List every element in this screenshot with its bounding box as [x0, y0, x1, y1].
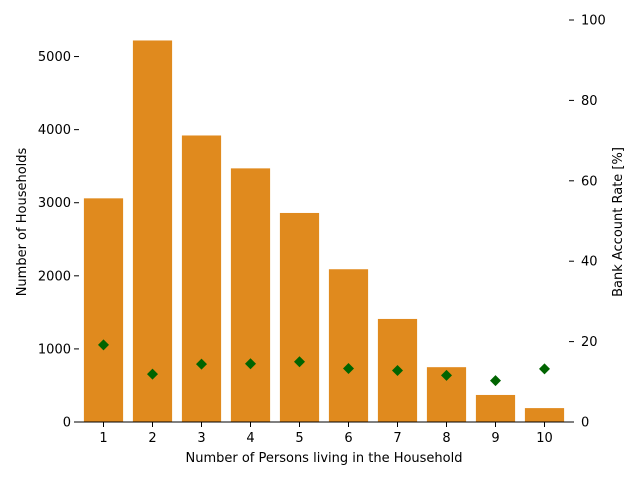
rate-point-3 [196, 358, 207, 370]
rate-point-8 [441, 369, 452, 381]
x-tick-label: 1 [99, 431, 107, 446]
bar-2 [132, 40, 173, 422]
y-axis-label: Number of Households [15, 147, 30, 296]
y2-tick-label: 100 [581, 14, 606, 29]
axes: 1 2 3 4 5 6 7 8 9 1001000200030004000500002040608… [38, 14, 606, 447]
y-tick-label: 3000 [38, 196, 71, 211]
bar-9 [475, 394, 516, 422]
y2-tick-label: 20 [581, 335, 598, 350]
y-tick-label: 1000 [38, 342, 71, 357]
x-tick-label: 3 [197, 431, 205, 446]
y2-tick-label: 60 [581, 174, 598, 189]
bar-5 [279, 212, 320, 422]
y-tick-label: 5000 [38, 50, 71, 65]
x-axis-label: Number of Persons living in the Househol… [185, 451, 462, 466]
y2-tick-label: 40 [581, 255, 598, 270]
rate-point-4 [245, 358, 256, 370]
y-tick-label: 4000 [38, 123, 71, 138]
household-bars [83, 40, 565, 423]
axis-labels: Number of Persons living in the Househol… [15, 147, 626, 466]
y-tick-label: 2000 [38, 269, 71, 284]
rate-point-6 [343, 363, 354, 375]
x-tick-label: 7 [393, 431, 401, 446]
bar-3 [181, 135, 222, 423]
y2-tick-label: 0 [581, 416, 589, 431]
rate-point-5 [294, 356, 305, 368]
bar-1 [83, 198, 124, 422]
x-tick-label: 2 [148, 431, 156, 446]
x-tick-label: 8 [442, 431, 450, 446]
x-tick-label: 9 [491, 431, 499, 446]
x-tick-label: 10 [536, 431, 553, 446]
rate-point-7 [392, 365, 403, 377]
x-tick-label: 5 [295, 431, 303, 446]
bank-rate-points [98, 339, 550, 387]
bar-6 [328, 269, 369, 422]
rate-point-10 [539, 363, 550, 375]
x-tick-label: 6 [344, 431, 352, 446]
y-tick-label: 0 [63, 416, 71, 431]
rate-point-9 [490, 375, 501, 387]
y2-axis-label: Bank Account Rate [%] [611, 147, 626, 297]
x-tick-label: 4 [246, 431, 254, 446]
bar-10 [524, 408, 565, 422]
y2-tick-label: 80 [581, 94, 598, 109]
rate-point-1 [98, 339, 109, 351]
bar-4 [230, 168, 271, 422]
rate-point-2 [147, 368, 158, 380]
